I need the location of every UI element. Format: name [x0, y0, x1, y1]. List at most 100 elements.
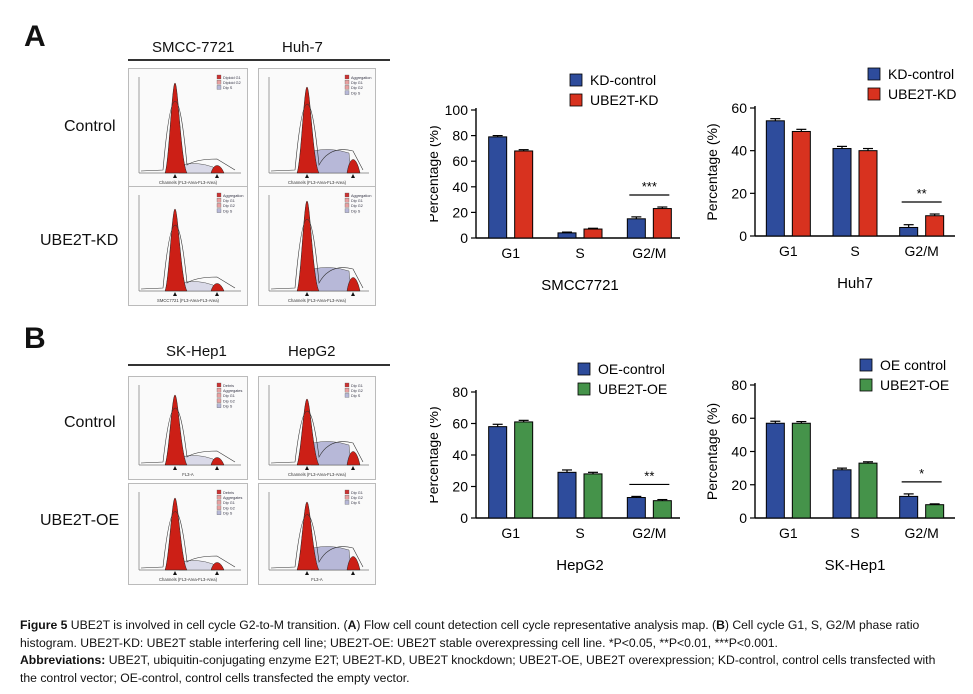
bar [832, 148, 852, 237]
x-tick-label: G2/M [632, 245, 666, 261]
x-tick-label: S [850, 525, 859, 541]
bar-chart: 0 20 40 60 80 100 Percentage (%) G1 S G2/M *** KD-c… [425, 60, 684, 310]
legend-swatch [569, 93, 583, 107]
bar-chart-svg: 0 20 40 60 80 100 Percentage (%) G1 S G2/M *** KD-c… [425, 72, 684, 294]
bar-chart: 0 20 40 60 80 Percentage (%) G1 S G2/M ** OE-contr… [425, 355, 684, 605]
legend-swatch [216, 500, 222, 505]
hist-g1-peak [164, 82, 188, 174]
row-label-oe: UBE2T-OE [40, 512, 120, 529]
flow-histogram: Diploid G1 Diploid G2 Dip S Channels (FL3-A… [128, 68, 248, 188]
hist-g2-peak [346, 277, 361, 292]
bar [925, 215, 945, 237]
caption-text: ) Flow cell count detection cell cycle r… [356, 618, 717, 632]
legend-text: Aggregates [223, 496, 243, 500]
bar [765, 422, 785, 519]
legend-label: OE-control [598, 361, 665, 377]
legend-swatch [216, 382, 222, 388]
legend-text: Diploid G1 [223, 76, 241, 80]
x-tick-label: S [850, 243, 859, 259]
y-tick-label: 80 [731, 377, 747, 393]
divider [128, 59, 390, 61]
peak-marker [351, 174, 355, 178]
hist-envelope [140, 100, 236, 172]
legend-text: Dip S [351, 209, 361, 213]
hist-g2-peak [346, 556, 361, 571]
hist-envelope [270, 514, 364, 569]
legend-text: Debris [223, 384, 234, 388]
bar [791, 130, 811, 237]
legend-swatch [216, 203, 222, 208]
bar [791, 422, 811, 519]
bar-chart: 0 20 40 60 Percentage (%) G1 S G2/M ** KD-control… [700, 60, 965, 310]
legend-text: Dip S [351, 501, 361, 505]
hist-envelope [140, 224, 236, 290]
legend-swatch [344, 500, 350, 505]
legend-text: Dip G2 [223, 204, 235, 208]
legend-text: Dip G2 [351, 496, 363, 500]
bar [899, 495, 919, 519]
x-tick-label: G2/M [905, 243, 939, 259]
axis-title: FL3-A [182, 472, 194, 477]
legend-text: Aggregation [351, 194, 371, 198]
y-tick-label: 40 [731, 143, 747, 159]
legend-label: KD-control [888, 66, 954, 82]
hist-g2-peak [346, 159, 361, 174]
legend-text: Dip S [223, 512, 233, 516]
significance-label: * [919, 466, 924, 481]
legend-swatch [344, 203, 350, 208]
legend-swatch [569, 73, 583, 87]
x-tick-label: G1 [779, 525, 798, 541]
x-tick-label: G1 [501, 245, 520, 261]
hist-g2-peak [210, 457, 225, 466]
facs-a-header: SMCC-7721 Huh-7 [152, 39, 323, 56]
legend-swatch [216, 393, 222, 398]
peak-marker [305, 571, 309, 575]
legend-swatch [344, 393, 350, 398]
row-label-kd: UBE2T-KD [40, 232, 119, 249]
hist-g2-peak [210, 283, 225, 292]
legend-label: UBE2T-KD [888, 86, 956, 102]
divider [128, 364, 390, 366]
peak-marker [351, 571, 355, 575]
legend-text: Dip G2 [351, 86, 363, 90]
x-tick-label: S [575, 245, 584, 261]
bar-chart-svg: 0 20 40 60 Percentage (%) G1 S G2/M ** KD-control… [704, 66, 956, 292]
bar [652, 208, 672, 239]
hist-g1-peak [164, 208, 188, 292]
bar [583, 228, 603, 239]
legend-swatch [867, 67, 881, 81]
row-label-control: Control [64, 414, 116, 431]
peak-marker [173, 466, 177, 470]
legend-text: Dip S [223, 209, 233, 213]
flow-histogram: Debris Aggregates Dip G1 Dip G2 Dip S Channel… [128, 483, 248, 585]
figure-caption: Figure 5 UBE2T is involved in cell cycle… [20, 617, 955, 687]
legend-swatch [216, 388, 222, 393]
y-tick-label: 40 [731, 444, 747, 460]
legend-swatch [216, 85, 222, 90]
y-tick-label: 80 [452, 128, 468, 144]
bar [557, 232, 577, 239]
flow-histogram: Aggregation Dip G1 Dip G2 Dip S Channels (FL… [258, 186, 376, 306]
caption-panel-letter: B [716, 618, 725, 632]
legend-swatch [577, 362, 591, 376]
y-tick-label: 100 [445, 102, 469, 118]
legend-text: Aggregates [223, 389, 243, 393]
hist-envelope [140, 407, 236, 464]
legend-label: UBE2T-KD [590, 92, 658, 108]
bar [925, 504, 945, 519]
y-tick-label: 60 [731, 410, 747, 426]
bar [652, 500, 672, 519]
legend-swatch [216, 74, 222, 80]
peak-marker [173, 292, 177, 296]
chart-title: Huh7 [837, 275, 873, 292]
caption-text: ) Cell cycle G1, S, G2/M phase ratio his… [20, 618, 920, 650]
legend-text: Diploid G2 [223, 81, 241, 85]
axis-title: Channels (FL3-Area-FL3-Area) [159, 577, 218, 582]
bar [557, 471, 577, 519]
caption-text: UBE2T, ubiquitin-conjugating enzyme E2T;… [20, 653, 936, 685]
legend-swatch [216, 505, 222, 510]
bar-chart-svg: 0 20 40 60 80 Percentage (%) G1 S G2/M * OE contro… [704, 357, 955, 574]
hist-g2-peak [210, 562, 225, 571]
